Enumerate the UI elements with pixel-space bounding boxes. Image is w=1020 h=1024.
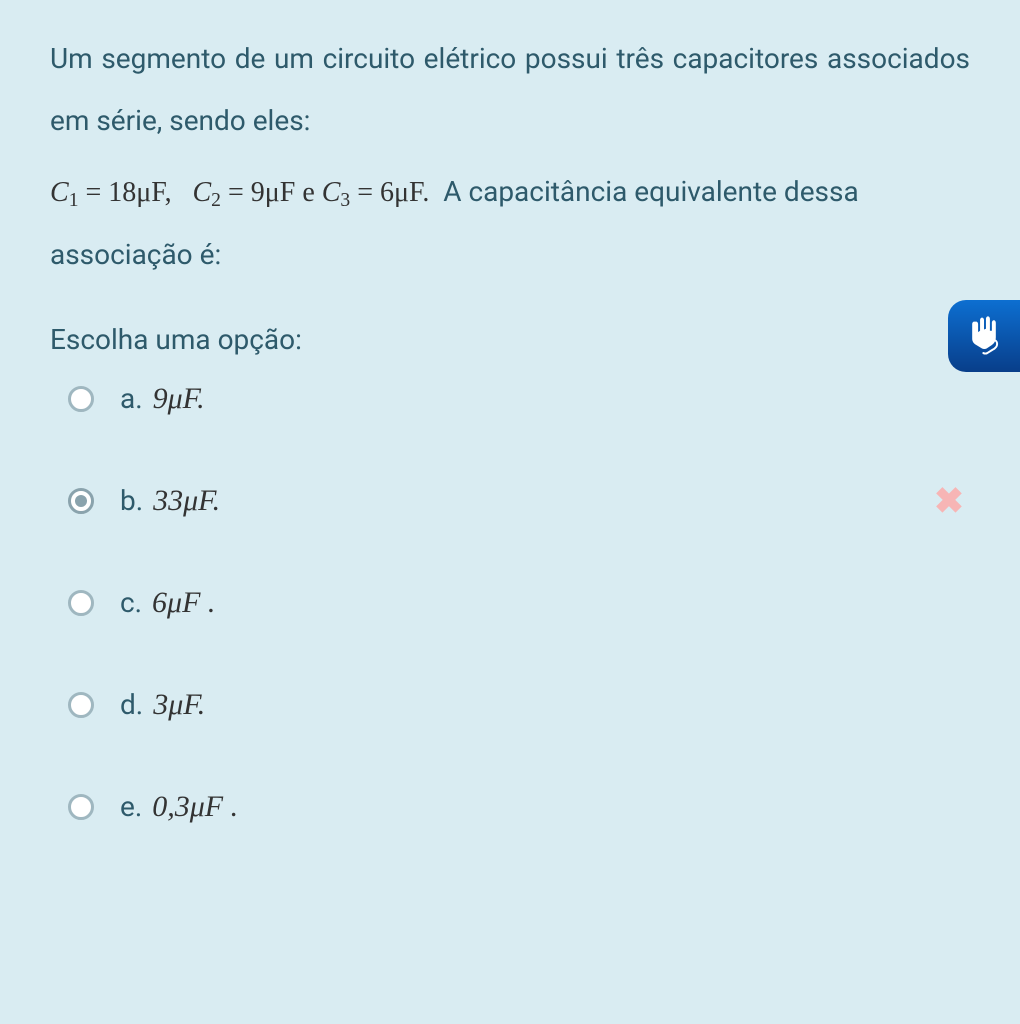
option-c[interactable]: c. 6μF . <box>68 586 970 620</box>
option-d[interactable]: d. 3μF. <box>68 688 970 722</box>
radio-e[interactable] <box>68 794 94 820</box>
radio-a[interactable] <box>68 386 94 412</box>
option-letter: d. <box>120 688 143 721</box>
option-b[interactable]: b. 33μF. ✖ <box>68 484 970 518</box>
radio-b[interactable] <box>68 488 94 514</box>
incorrect-icon: ✖ <box>934 480 964 522</box>
option-letter: b. <box>120 484 143 517</box>
sign-language-icon <box>963 315 1005 357</box>
choose-prompt: Escolha uma opção: <box>50 323 970 356</box>
answer-list: a. 9μF. b. 33μF. ✖ c. 6μF . d. 3μF. e. 0… <box>50 382 970 824</box>
option-letter: a. <box>120 382 143 415</box>
option-a[interactable]: a. 9μF. <box>68 382 970 416</box>
radio-c[interactable] <box>68 590 94 616</box>
option-letter: c. <box>120 586 142 619</box>
option-letter: e. <box>120 790 142 823</box>
question-formula: C1 = 18μF, C2 = 9μF e C3 = 6μF. A capaci… <box>50 161 970 285</box>
accessibility-button[interactable] <box>948 300 1020 372</box>
question-intro: Um segmento de um circuito elétrico poss… <box>50 28 970 151</box>
option-e[interactable]: e. 0,3μF . <box>68 790 970 824</box>
radio-d[interactable] <box>68 692 94 718</box>
